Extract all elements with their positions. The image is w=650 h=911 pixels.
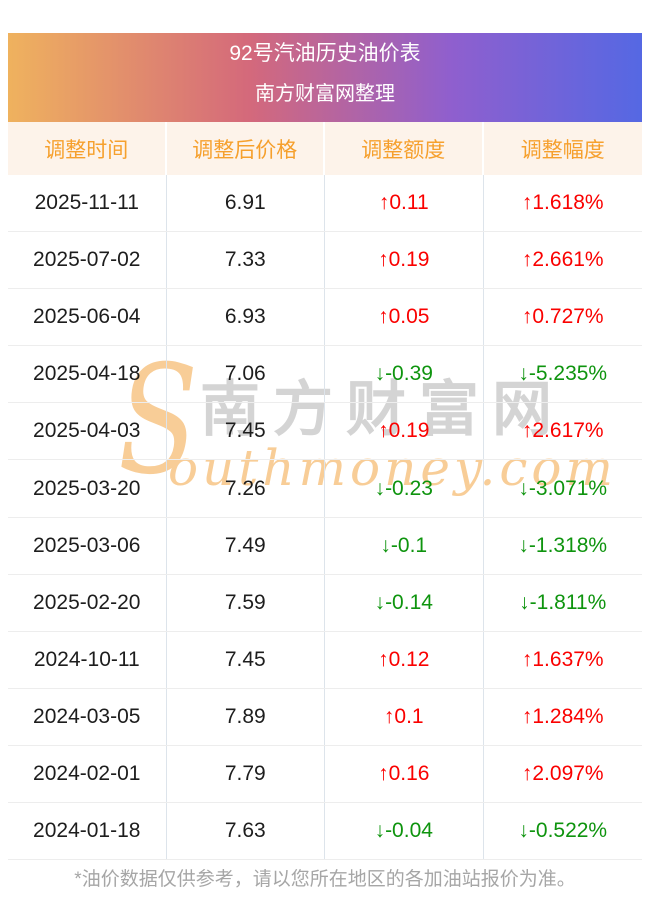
change-amount: ↓-0.04 <box>325 803 484 860</box>
adjust-date: 2025-11-11 <box>8 175 167 232</box>
table-header-row: 调整时间 调整后价格 调整额度 调整幅度 <box>8 122 642 175</box>
change-amount: ↑0.11 <box>325 175 484 232</box>
change-amount: ↓-0.23 <box>325 460 484 517</box>
change-percent: ↓-3.071% <box>518 476 608 500</box>
change-amount: ↑0.19 <box>325 232 484 289</box>
change-amount: ↑0.05 <box>325 289 484 346</box>
disclaimer-note: *油价数据仅供参考，请以您所在地区的各加油站报价为准。 <box>74 869 576 890</box>
adjusted-price: 7.63 <box>167 803 325 860</box>
change-percent: ↑2.097% <box>521 761 604 785</box>
change-amount: ↓-0.1 <box>325 517 484 574</box>
table-row: 2025-06-04 6.93 ↑0.05 ↑0.727% <box>8 289 642 347</box>
adjusted-price: 7.45 <box>167 403 325 460</box>
column-header-change: 调整额度 <box>325 122 484 175</box>
table-row: 2025-03-06 7.49 ↓-0.1 ↓-1.318% <box>8 517 642 575</box>
change-percent: ↑1.637% <box>521 647 604 671</box>
change-amount: ↑0.16 <box>325 745 484 803</box>
change-amount: ↓-0.39 <box>325 346 484 403</box>
table-row: 2025-02-20 7.59 ↓-0.14 ↓-1.811% <box>8 574 642 632</box>
change-amount: ↓-0.14 <box>325 574 484 631</box>
adjusted-price: 6.91 <box>167 175 325 232</box>
adjust-date: 2024-02-01 <box>8 745 167 803</box>
adjust-date: 2025-07-02 <box>8 232 167 289</box>
change-percent: ↑2.617% <box>521 419 604 443</box>
change-amount: ↑0.12 <box>325 631 484 688</box>
table-row: 2024-10-11 7.45 ↑0.12 ↑1.637% <box>8 631 642 689</box>
banner: 92号汽油历史油价表 南方财富网整理 <box>8 33 642 122</box>
table-row: 2025-04-18 7.06 ↓-0.39 ↓-5.235% <box>8 346 642 404</box>
table-row: 2024-03-05 7.89 ↑0.1 ↑1.284% <box>8 688 642 746</box>
adjusted-price: 7.33 <box>167 232 325 289</box>
change-percent: ↑1.618% <box>521 191 604 215</box>
page-title: 92号汽油历史油价表 <box>229 42 421 65</box>
adjust-date: 2025-02-20 <box>8 574 167 631</box>
price-table: 调整时间 调整后价格 调整额度 调整幅度 2025-11-11 6.91 ↑0.… <box>8 122 642 861</box>
change-percent: ↓-1.318% <box>518 533 608 557</box>
adjust-date: 2025-06-04 <box>8 289 167 346</box>
change-percent: ↓-0.522% <box>518 819 608 843</box>
table-row: 2025-04-03 7.45 ↑0.19 ↑2.617% <box>8 403 642 461</box>
change-percent: ↓-5.235% <box>518 362 608 386</box>
change-percent: ↓-1.811% <box>519 590 607 614</box>
adjusted-price: 7.79 <box>167 745 325 803</box>
table-row: 2025-11-11 6.91 ↑0.11 ↑1.618% <box>8 175 642 233</box>
adjusted-price: 7.49 <box>167 517 325 574</box>
change-percent: ↑0.727% <box>521 305 604 329</box>
change-percent: ↑2.661% <box>521 248 604 272</box>
column-header-time: 调整时间 <box>8 122 167 175</box>
table-row: 2025-07-02 7.33 ↑0.19 ↑2.661% <box>8 232 642 290</box>
adjusted-price: 7.45 <box>167 631 325 688</box>
adjust-date: 2025-03-06 <box>8 517 167 574</box>
change-amount: ↑0.1 <box>325 688 484 745</box>
adjust-date: 2024-01-18 <box>8 803 167 860</box>
column-header-price: 调整后价格 <box>167 122 325 175</box>
adjust-date: 2025-04-03 <box>8 403 167 460</box>
change-amount: ↑0.19 <box>325 403 484 460</box>
adjusted-price: 7.26 <box>167 460 325 517</box>
table-row: 2024-01-18 7.63 ↓-0.04 ↓-0.522% <box>8 803 642 861</box>
adjusted-price: 6.93 <box>167 289 325 346</box>
column-header-percent: 调整幅度 <box>520 138 605 162</box>
adjust-date: 2025-04-18 <box>8 346 167 403</box>
adjusted-price: 7.89 <box>167 688 325 745</box>
adjusted-price: 7.59 <box>167 574 325 631</box>
adjust-date: 2025-03-20 <box>8 460 167 517</box>
change-percent: ↑1.284% <box>521 704 604 728</box>
table-row: 2025-03-20 7.26 ↓-0.23 ↓-3.071% <box>8 460 642 518</box>
adjust-date: 2024-03-05 <box>8 688 167 745</box>
table-row: 2024-02-01 7.79 ↑0.16 ↑2.097% <box>8 745 642 804</box>
page-subtitle: 南方财富网整理 <box>255 83 395 105</box>
adjust-date: 2024-10-11 <box>8 631 167 688</box>
adjusted-price: 7.06 <box>167 346 325 403</box>
